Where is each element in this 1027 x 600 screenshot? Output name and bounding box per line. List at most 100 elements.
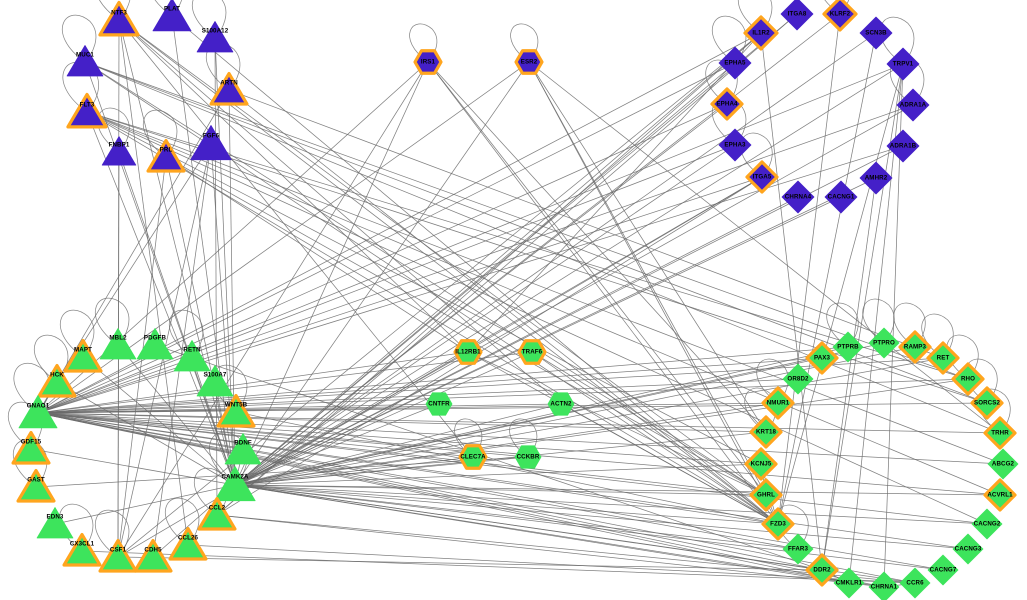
graph-node-flt3[interactable]: FLT3 <box>64 89 110 135</box>
hexagon-node-shape <box>514 49 544 75</box>
graph-node-fnbp1[interactable]: FNBP1 <box>98 131 140 173</box>
hexagon-node-shape <box>425 392 453 416</box>
diamond-node-shape <box>952 533 984 565</box>
triangle-node-shape <box>98 538 138 573</box>
triangle-node-shape <box>99 328 137 360</box>
graph-node-itga8[interactable]: ITGA8 <box>775 0 819 36</box>
triangle-node-shape <box>101 136 137 166</box>
diamond-node-shape <box>868 327 900 359</box>
diamond-node-shape <box>780 0 814 31</box>
triangle-node-shape <box>11 430 51 465</box>
triangle-node-shape <box>66 45 104 77</box>
diamond-node-shape <box>983 478 1017 512</box>
diamond-node-shape <box>898 330 932 364</box>
hexagon-node-shape <box>547 392 575 416</box>
diamond-node-shape <box>781 180 815 214</box>
graph-node-irs1[interactable]: IRS1 <box>409 43 447 81</box>
diamond-node-shape <box>832 331 864 363</box>
triangle-node-shape <box>98 0 140 37</box>
diamond-node-shape <box>745 160 779 194</box>
graph-node-cdh5[interactable]: CDH5 <box>131 535 175 579</box>
diamond-node-shape <box>749 478 783 512</box>
diamond-node-shape <box>983 416 1017 450</box>
graph-node-prl[interactable]: PRL <box>144 135 188 179</box>
diamond-node-shape <box>833 567 865 599</box>
diamond-node-shape <box>782 533 814 565</box>
diamond-node-shape <box>859 161 893 195</box>
graph-node-artn[interactable]: ARTN <box>207 68 251 112</box>
triangle-node-shape <box>214 466 256 502</box>
triangle-node-shape <box>197 496 237 531</box>
triangle-node-shape <box>152 0 192 32</box>
diamond-node-shape <box>749 415 783 449</box>
triangle-node-shape <box>37 363 77 398</box>
diamond-node-shape <box>822 0 858 32</box>
diamond-node-shape <box>971 508 1003 540</box>
diamond-node-shape <box>782 363 814 395</box>
triangle-node-shape <box>168 526 208 561</box>
graph-node-epha5[interactable]: EPHA5 <box>713 41 757 85</box>
graph-node-cckbr[interactable]: CCKBR <box>509 438 547 476</box>
diamond-node-shape <box>886 47 920 81</box>
triangle-node-shape <box>216 393 256 428</box>
hexagon-node-shape <box>453 339 483 365</box>
triangle-node-shape <box>36 507 74 539</box>
diamond-node-shape <box>761 507 795 541</box>
diamond-node-shape <box>926 341 960 375</box>
triangle-node-shape <box>146 138 186 173</box>
graph-node-cntfr[interactable]: CNTFR <box>420 385 458 423</box>
graph-node-ccr6[interactable]: CCR6 <box>894 562 936 600</box>
graph-node-clec7a[interactable]: CLEC7A <box>454 438 492 476</box>
triangle-node-shape <box>209 71 249 106</box>
diamond-node-shape <box>927 554 959 586</box>
graph-node-s100a12[interactable]: S100A12 <box>193 16 237 60</box>
triangle-node-shape <box>18 395 58 429</box>
diamond-node-shape <box>805 553 839 587</box>
triangle-node-shape <box>62 532 102 567</box>
diamond-node-shape <box>805 341 839 375</box>
graph-node-trpv1[interactable]: TRPV1 <box>881 42 925 86</box>
triangle-node-shape <box>136 328 174 360</box>
hexagon-node-shape <box>413 49 443 75</box>
diamond-node-shape <box>744 447 778 481</box>
triangle-node-shape <box>133 538 173 573</box>
graph-node-traf6[interactable]: TRAF6 <box>513 333 551 371</box>
graph-node-ntf3[interactable]: NTF3 <box>96 0 142 43</box>
diamond-node-shape <box>718 128 752 162</box>
graph-node-actn2[interactable]: ACTN2 <box>542 385 580 423</box>
diamond-node-shape <box>710 87 744 121</box>
diamond-node-shape <box>896 88 930 122</box>
hexagon-node-shape <box>458 444 488 470</box>
graph-node-chrna4[interactable]: CHRNA4 <box>776 175 820 219</box>
graph-node-il12rb1[interactable]: IL12RB1 <box>449 333 487 371</box>
diamond-node-shape <box>868 571 900 600</box>
diamond-node-shape <box>987 448 1019 480</box>
graph-node-adra1a[interactable]: ADRA1A <box>891 83 935 127</box>
graph-node-epha4[interactable]: EPHA4 <box>706 83 748 125</box>
graph-node-muc1[interactable]: MUC1 <box>63 40 107 84</box>
graph-node-plat[interactable]: PLAT <box>149 0 195 39</box>
diamond-node-shape <box>886 129 920 163</box>
diamond-node-shape <box>970 386 1004 420</box>
graph-node-fgf6[interactable]: FGF6 <box>187 120 235 168</box>
diamond-node-shape <box>718 46 752 80</box>
diamond-node-shape <box>824 180 858 214</box>
graph-node-esr2[interactable]: ESR2 <box>510 43 548 81</box>
triangle-node-shape <box>196 365 234 397</box>
diamond-node-shape <box>743 15 779 51</box>
triangle-node-shape <box>66 92 108 129</box>
triangle-node-shape <box>190 125 232 161</box>
hexagon-node-shape <box>514 445 542 469</box>
graph-node-cacng1[interactable]: CACNG1 <box>819 175 863 219</box>
triangle-node-shape <box>173 340 211 372</box>
diamond-node-shape <box>859 16 893 50</box>
triangle-node-shape <box>63 338 103 373</box>
triangle-node-shape <box>224 433 262 465</box>
diamond-node-shape <box>761 386 795 420</box>
triangle-node-shape <box>196 21 234 53</box>
hexagon-node-shape <box>517 339 547 365</box>
triangle-node-shape <box>16 468 56 503</box>
diamond-node-shape <box>899 567 931 599</box>
